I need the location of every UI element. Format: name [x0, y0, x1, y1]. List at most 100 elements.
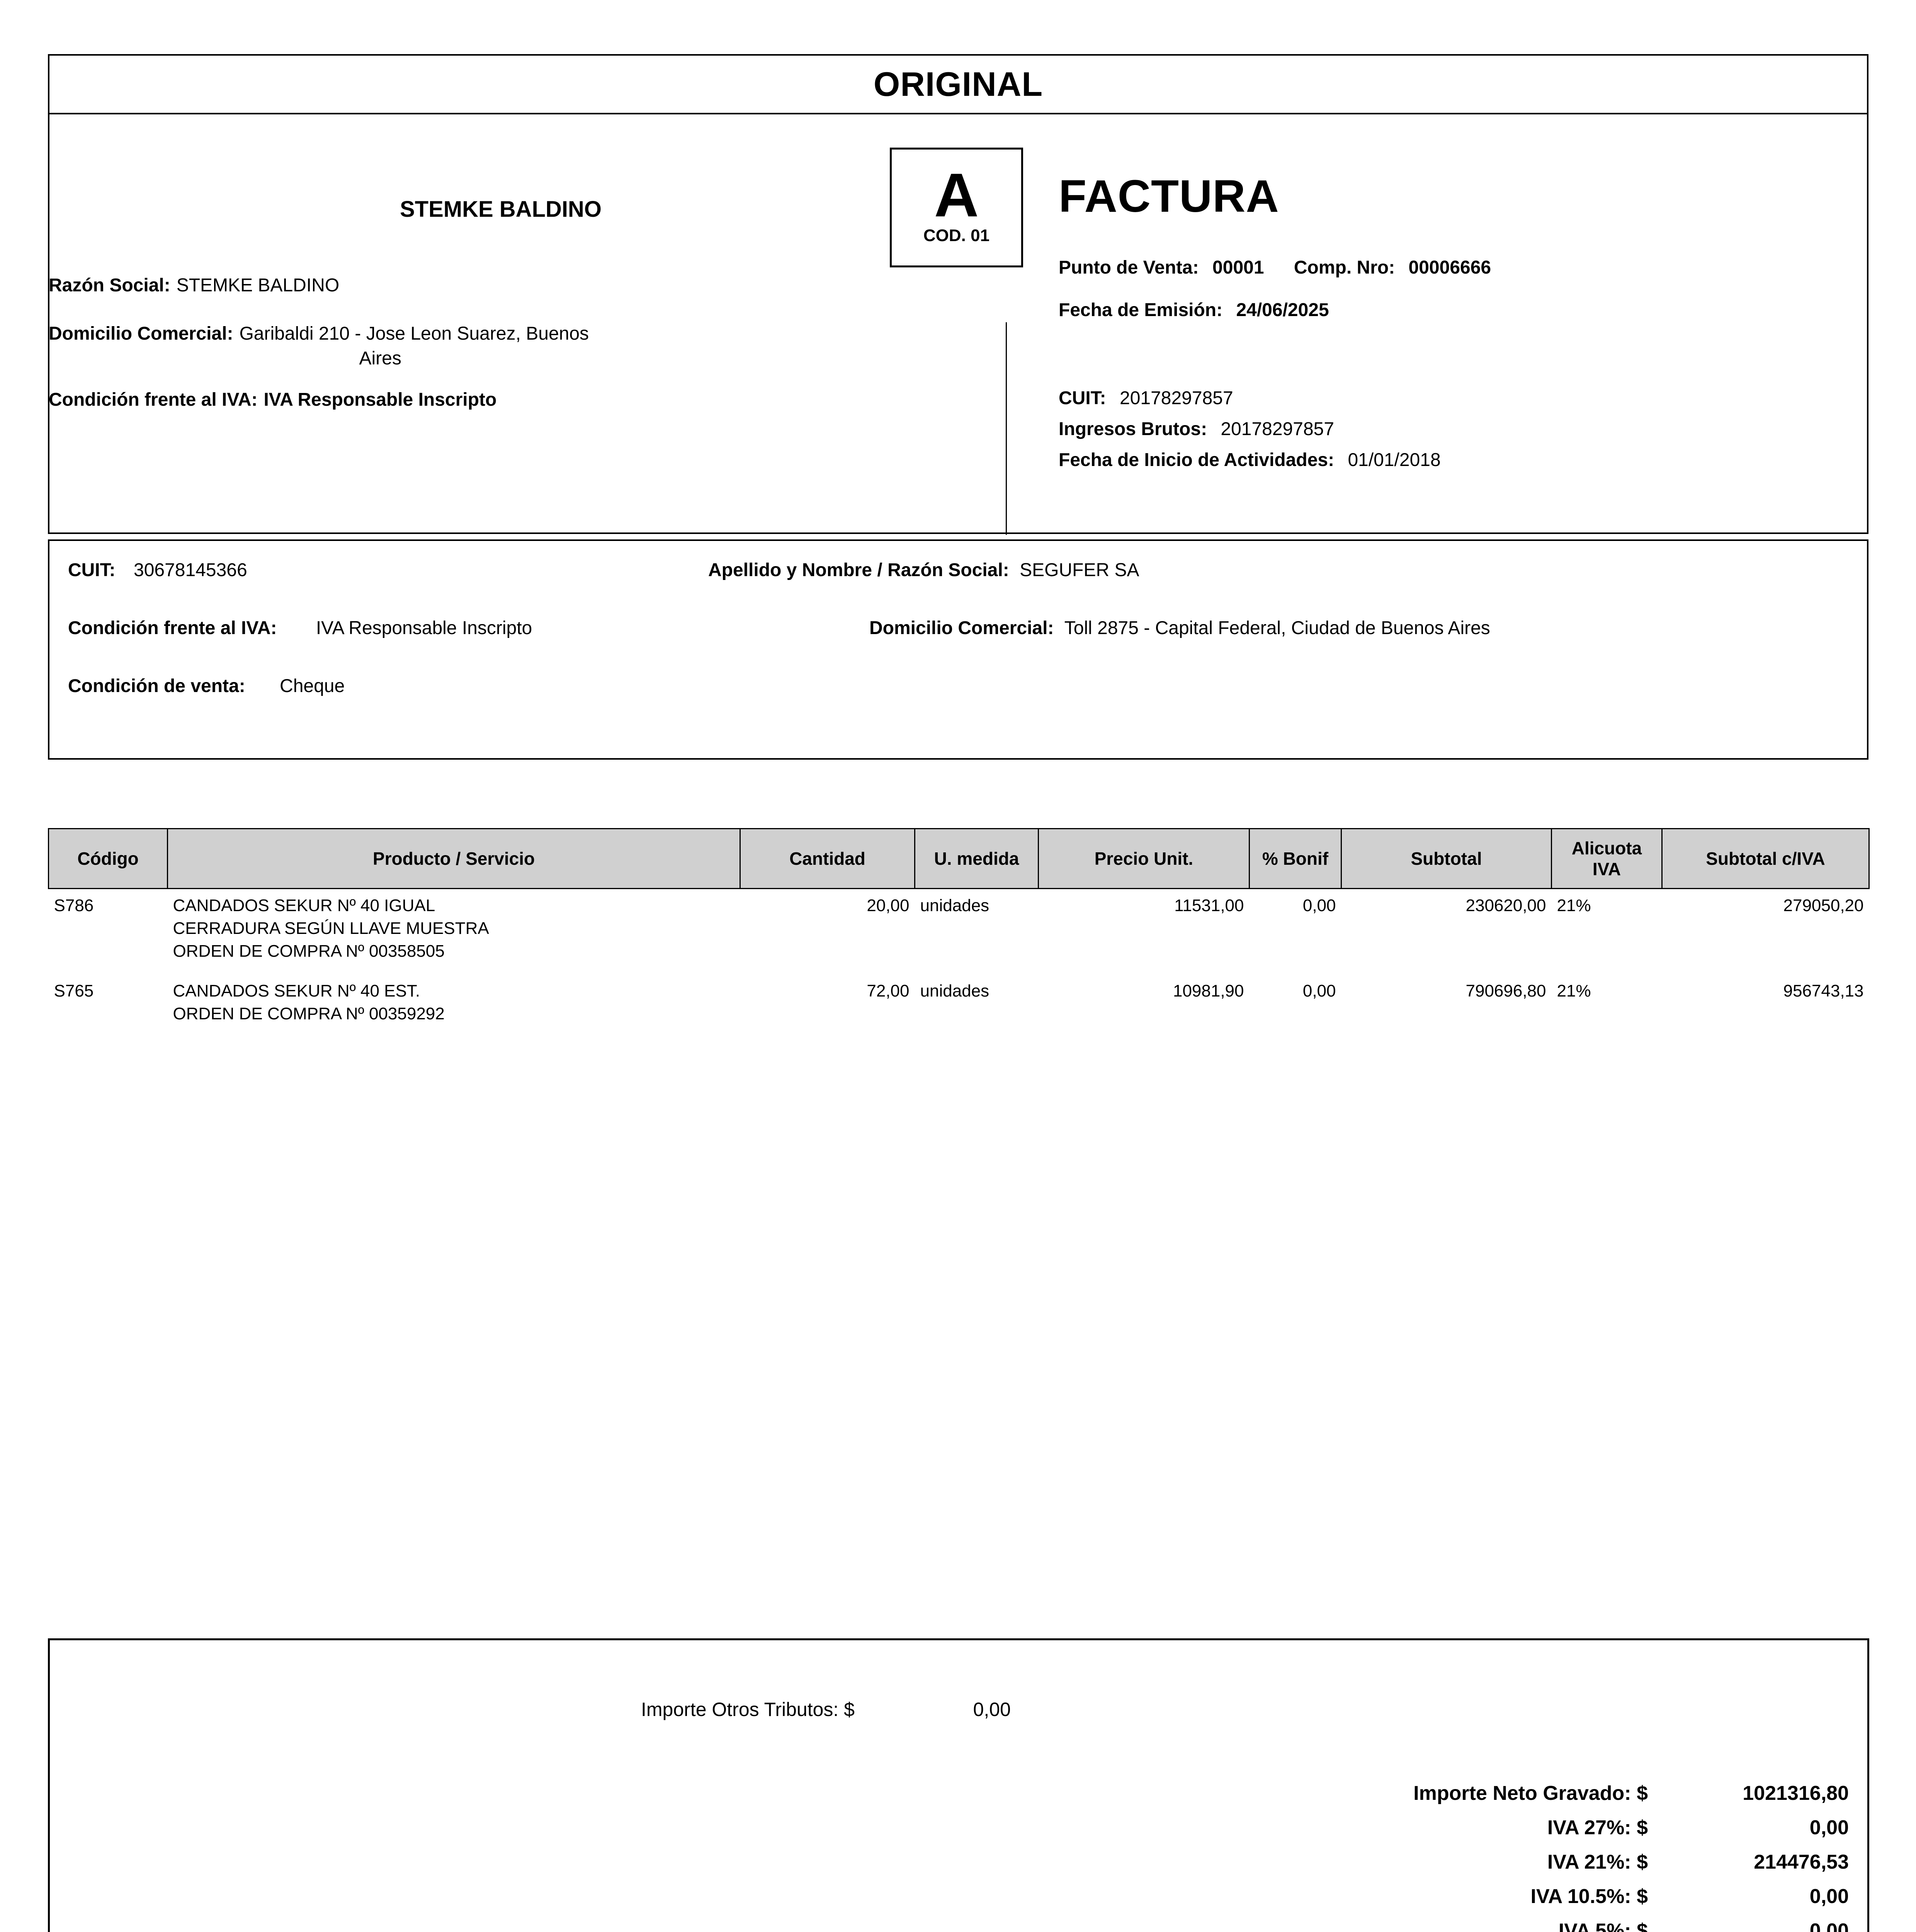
otros-tributos-top-label: Importe Otros Tributos: $: [641, 1699, 855, 1720]
emisor-cuit-row: CUIT: 20178297857: [1059, 386, 1233, 410]
total-row: Importe Neto Gravado: $ 1021316,80: [999, 1783, 1849, 1803]
cell-unidad: unidades: [920, 896, 989, 915]
receptor-cuit-value: 30678145366: [134, 560, 247, 580]
total-row-value: 0,00: [1809, 1885, 1849, 1908]
cell-producto: CANDADOS SEKUR Nº 40 IGUAL CERRADURA SEGÚ…: [168, 889, 740, 963]
cell-cantidad: 20,00: [867, 896, 910, 915]
total-row-value: 0,00: [1809, 1816, 1849, 1839]
emisor-condicion-iva-label: Condición frente al IVA:: [49, 389, 258, 410]
col-header-cantidad: Cantidad: [740, 828, 915, 889]
receptor-condicion-iva-value: IVA Responsable Inscripto: [316, 618, 532, 638]
cell-bonif: 0,00: [1302, 896, 1336, 915]
emisor-condicion-iva-row: Condición frente al IVA: IVA Responsable…: [49, 388, 953, 412]
emisor-domicilio-line1: Garibaldi 210 - Jose Leon Suarez, Buenos: [239, 323, 589, 344]
cell-alicuota-iva: 21%: [1557, 981, 1591, 1000]
receptor-cuit-label: CUIT:: [68, 560, 116, 580]
receptor-condicion-venta-value: Cheque: [280, 676, 345, 696]
emisor-cuit-value: 20178297857: [1120, 388, 1233, 408]
col-header-subtotal-civa: Subtotal c/IVA: [1661, 828, 1870, 889]
col-header-codigo: Código: [48, 828, 168, 889]
total-row-label: IVA 21%: $: [1547, 1851, 1648, 1873]
receptor-nombre-value: SEGUFER SA: [1020, 560, 1139, 580]
total-row: IVA 5%: $ 0,00: [999, 1921, 1849, 1932]
receptor-domicilio-value: Toll 2875 - Capital Federal, Ciudad de B…: [1064, 618, 1490, 638]
emisor-domicilio-row: Domicilio Comercial: Garibaldi 210 - Jos…: [49, 321, 953, 371]
emisor-display-name: STEMKE BALDINO: [400, 197, 602, 222]
otros-tributos-top-row: Importe Otros Tributos: $ 0,00: [641, 1698, 1011, 1721]
col-header-precio-unit: Precio Unit.: [1038, 828, 1250, 889]
receptor-condicion-venta-label: Condición de venta:: [68, 676, 245, 696]
col-header-alicuota-line2: IVA: [1592, 859, 1621, 879]
inicio-actividades-row: Fecha de Inicio de Actividades: 01/01/20…: [1059, 448, 1441, 472]
total-row-value: 214476,53: [1754, 1851, 1849, 1873]
copy-type-banner: ORIGINAL: [49, 56, 1867, 114]
cell-cantidad: 72,00: [867, 981, 910, 1000]
emisor-cuit-label: CUIT:: [1059, 388, 1106, 408]
items-table-header-row: Código Producto / Servicio Cantidad U. m…: [48, 828, 1870, 889]
cell-producto: CANDADOS SEKUR Nº 40 EST. ORDEN DE COMPRA…: [168, 963, 740, 1026]
punto-venta-label: Punto de Venta:: [1059, 257, 1199, 278]
document-title: FACTURA: [1059, 171, 1279, 222]
emisor-razon-social-value: STEMKE BALDINO: [176, 275, 340, 296]
table-row: S765 CANDADOS SEKUR Nº 40 EST. ORDEN DE CO…: [49, 963, 1869, 1026]
cell-producto-line: ORDEN DE COMPRA Nº 00358505: [173, 941, 445, 961]
receptor-domicilio-row: Domicilio Comercial: Toll 2875 - Capital…: [869, 617, 1490, 639]
totals-box: Importe Otros Tributos: $ 0,00 Importe N…: [48, 1638, 1869, 1932]
emisor-domicilio-line2: Aires: [359, 348, 401, 369]
cell-precio-unit: 11531,00: [1174, 896, 1244, 915]
table-row: S786 CANDADOS SEKUR Nº 40 IGUAL CERRADURA …: [49, 889, 1869, 963]
cell-subtotal: 230620,00: [1465, 896, 1546, 915]
comp-nro-value: 00006666: [1408, 257, 1491, 278]
inicio-actividades-value: 01/01/2018: [1348, 450, 1441, 470]
cell-producto-line: CERRADURA SEGÚN LLAVE MUESTRA: [173, 918, 489, 938]
comprobante-type-box: A COD. 01: [890, 148, 1023, 267]
cell-producto-line: ORDEN DE COMPRA Nº 00359292: [173, 1004, 445, 1023]
receptor-condicion-venta-row: Condición de venta: Cheque: [68, 675, 345, 697]
ingresos-brutos-label: Ingresos Brutos:: [1059, 419, 1207, 439]
fecha-emision-value: 24/06/2025: [1236, 300, 1329, 320]
header-vertical-divider: [1006, 322, 1007, 535]
receptor-condicion-iva-row: Condición frente al IVA: IVA Responsable…: [68, 617, 532, 639]
receptor-box: CUIT: 30678145366 Apellido y Nombre / Ra…: [48, 539, 1868, 760]
total-row-label: Importe Neto Gravado: $: [1413, 1782, 1648, 1804]
receptor-nombre-label: Apellido y Nombre / Razón Social:: [708, 560, 1009, 580]
comprobante-type-code: COD. 01: [923, 226, 990, 245]
otros-tributos-top-value: 0,00: [973, 1699, 1011, 1720]
emisor-domicilio-label: Domicilio Comercial:: [49, 323, 233, 344]
cell-producto-line: CANDADOS SEKUR Nº 40 EST.: [173, 981, 420, 1000]
fecha-emision-row: Fecha de Emisión: 24/06/2025: [1059, 298, 1329, 322]
total-row-value: 0,00: [1809, 1920, 1849, 1932]
totals-list: Importe Neto Gravado: $ 1021316,80 IVA 27%…: [999, 1783, 1849, 1932]
col-header-alicuota-line1: Alicuota: [1571, 838, 1642, 858]
items-table-body: S786 CANDADOS SEKUR Nº 40 IGUAL CERRADURA …: [49, 889, 1869, 1026]
cell-producto-line: CANDADOS SEKUR Nº 40 IGUAL: [173, 896, 435, 915]
inicio-actividades-label: Fecha de Inicio de Actividades:: [1059, 450, 1335, 470]
cell-unidad: unidades: [920, 981, 989, 1000]
total-row: IVA 21%: $ 214476,53: [999, 1852, 1849, 1872]
ingresos-brutos-value: 20178297857: [1221, 419, 1335, 439]
receptor-nombre-row: Apellido y Nombre / Razón Social: SEGUFE…: [708, 560, 1139, 581]
col-header-subtotal: Subtotal: [1341, 828, 1552, 889]
punto-venta-row: Punto de Venta: 00001 Comp. Nro: 0000666…: [1059, 256, 1491, 280]
fecha-emision-label: Fecha de Emisión:: [1059, 300, 1223, 320]
emisor-razon-social-label: Razón Social:: [49, 275, 170, 296]
cell-bonif: 0,00: [1302, 981, 1336, 1000]
comp-nro-label: Comp. Nro:: [1294, 257, 1395, 278]
total-row-label: IVA 10.5%: $: [1530, 1885, 1648, 1908]
col-header-bonif: % Bonif: [1249, 828, 1342, 889]
emisor-panel: STEMKE BALDINO Razón Social: STEMKE BALD…: [49, 57, 953, 412]
col-header-alicuota-iva: Alicuota IVA: [1551, 828, 1663, 889]
total-row: IVA 27%: $ 0,00: [999, 1818, 1849, 1838]
cell-subtotal: 790696,80: [1465, 981, 1546, 1000]
total-row-value: 1021316,80: [1743, 1782, 1849, 1804]
copy-type-label: ORIGINAL: [873, 65, 1043, 103]
total-row-label: IVA 5%: $: [1558, 1920, 1648, 1932]
emisor-razon-social-row: Razón Social: STEMKE BALDINO: [49, 273, 953, 298]
cell-precio-unit: 10981,90: [1173, 981, 1244, 1000]
total-row: IVA 10.5%: $ 0,00: [999, 1886, 1849, 1906]
cell-subtotal-civa: 279050,20: [1783, 896, 1864, 915]
comprobante-type-letter: A: [934, 160, 979, 230]
emisor-domicilio-value: Garibaldi 210 - Jose Leon Suarez, Buenos…: [239, 321, 589, 371]
punto-venta-value: 00001: [1212, 257, 1264, 278]
cell-alicuota-iva: 21%: [1557, 896, 1591, 915]
